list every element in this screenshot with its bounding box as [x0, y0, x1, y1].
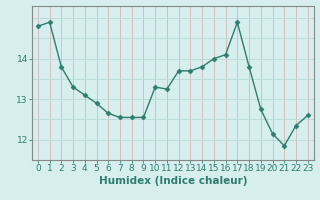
X-axis label: Humidex (Indice chaleur): Humidex (Indice chaleur) — [99, 176, 247, 186]
